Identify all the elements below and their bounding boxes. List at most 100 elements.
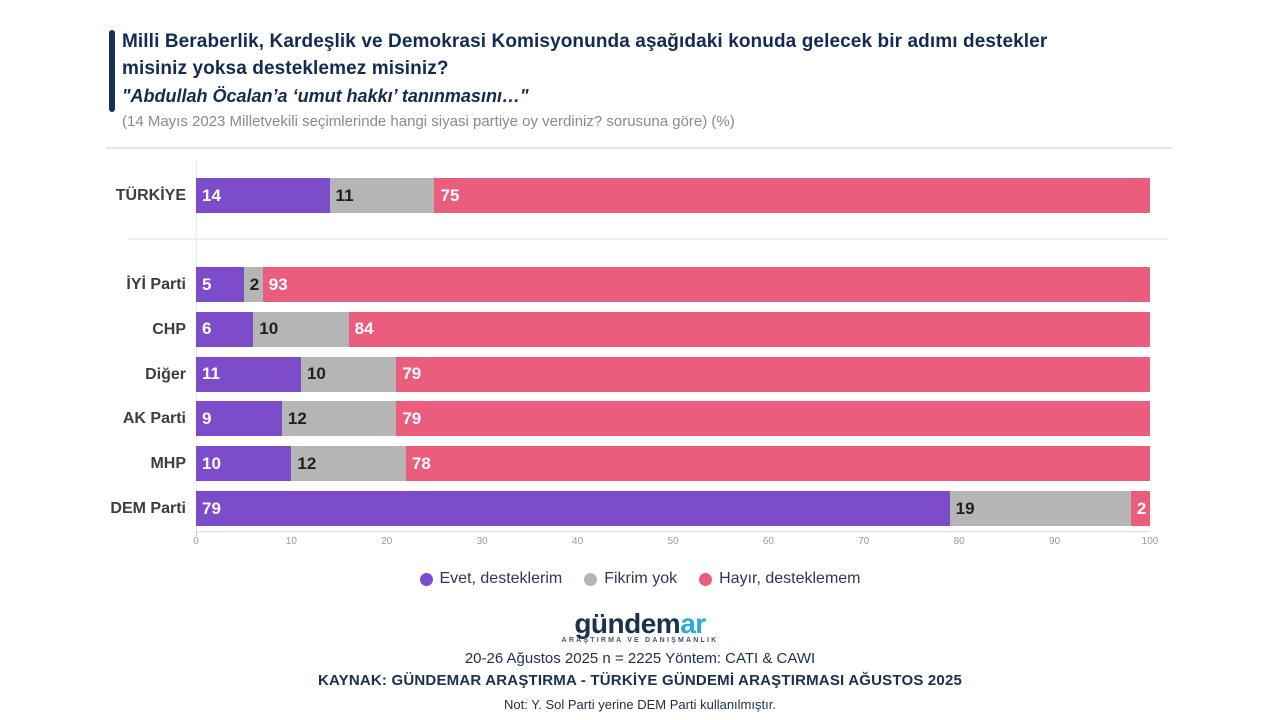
gundemar-logo: gündemar: [0, 608, 1280, 640]
chart-row: İYİ Parti 5 2 93: [0, 267, 1280, 302]
bar-value-label: 79: [402, 364, 422, 384]
bar-segment: 10: [196, 446, 292, 482]
legend-item-fikrim-yok: Fikrim yok: [584, 570, 677, 588]
legend-item-evet: Evet, desteklerim: [419, 570, 563, 588]
bar-value-label: 10: [259, 319, 279, 339]
row-label: CHP: [152, 320, 186, 338]
row-label: MHP: [150, 455, 186, 473]
legend-dot-gray-icon: [584, 572, 598, 586]
row-label: DEM Parti: [110, 500, 186, 517]
x-tick-label: 70: [858, 536, 870, 547]
bar-value-label: 9: [202, 408, 212, 428]
x-axis-zero-tick: [196, 531, 197, 536]
x-tick-label: 20: [381, 536, 393, 547]
row-track: 10 12 78: [196, 446, 1150, 482]
x-tick-label: 90: [1049, 536, 1061, 547]
bar-segment: 14: [196, 178, 330, 213]
x-axis-line: [196, 531, 1150, 532]
bar-segment: 78: [405, 446, 1150, 482]
bar-segment: 79: [196, 491, 950, 526]
x-tick-label: 40: [572, 536, 584, 547]
logo-text-primary: gündem: [574, 608, 681, 639]
x-tick-label: 80: [953, 536, 965, 547]
bar-segment: 9: [196, 401, 282, 437]
bar-segment: 79: [396, 401, 1150, 437]
bar-value-label: 75: [440, 185, 460, 205]
chart-row: MHP 10 12 78: [0, 446, 1280, 482]
source-text: KAYNAK: GÜNDEMAR ARAŞTIRMA - TÜRKİYE GÜN…: [317, 672, 963, 689]
methodology-text: 20-26 Ağustos 2025 n = 2225 Yöntem: CATI…: [464, 650, 816, 667]
x-tick-label: 30: [476, 536, 488, 547]
bar-segment: 93: [262, 267, 1150, 302]
x-tick-label: 10: [285, 536, 297, 547]
chart-row: DEM Parti 79 19 2: [0, 491, 1280, 526]
bar-segment: 84: [348, 311, 1150, 347]
bar-segment: 19: [949, 491, 1131, 526]
bar-segment: 5: [196, 267, 244, 302]
bar-segment: 75: [434, 178, 1150, 213]
bar-segment: 12: [281, 401, 397, 437]
bar-value-label: 6: [202, 319, 212, 339]
chart-row: CHP 6 10 84: [0, 311, 1280, 347]
bar-segment: 12: [291, 446, 406, 482]
legend-label-fikrim-yok: Fikrim yok: [604, 570, 678, 587]
bar-value-label: 84: [354, 319, 374, 339]
row-label: İYİ Parti: [126, 276, 186, 293]
legend-label-hayir: Hayır, desteklemem: [719, 570, 861, 587]
row-track: 14 11 75: [196, 178, 1150, 213]
bar-segment: 10: [300, 356, 397, 392]
bar-value-label: 2: [1136, 498, 1147, 518]
x-tick-label: 100: [1141, 536, 1159, 547]
bar-value-label: 12: [297, 453, 317, 473]
chart-title: Milli Beraberlik, Kardeşlik ve Demokrasi…: [122, 31, 1048, 79]
row-track: 11 10 79: [196, 356, 1150, 392]
chart-subtitle: "Abdullah Öcalan’a ‘umut hakkı’ tanınmas…: [122, 86, 529, 106]
bar-value-label: 14: [202, 185, 221, 205]
bar-value-label: 10: [202, 453, 221, 473]
chart-row: TÜRKİYE 14 11 75: [0, 178, 1280, 213]
row-label: AK Parti: [122, 410, 186, 428]
logo-text-accent: ar: [680, 608, 706, 639]
x-tick-label: 0: [193, 536, 199, 547]
bar-segment: 11: [329, 178, 435, 213]
x-axis: 0 10 20 30 40 50 60 70 80 90 100: [0, 536, 1280, 550]
bar-segment: 2: [243, 267, 263, 302]
x-tick-label: 50: [667, 536, 679, 547]
bar-value-label: 78: [411, 453, 431, 473]
chart-legend: Evet, desteklerim Fikrim yok Hayır, dest…: [0, 570, 1280, 588]
bar-value-label: 19: [955, 498, 975, 518]
title-accent-bar: [109, 30, 115, 112]
bar-value-label: 2: [249, 274, 260, 294]
bar-segment: 11: [196, 356, 301, 392]
bar-value-label: 11: [202, 364, 220, 384]
legend-label-evet: Evet, desteklerim: [439, 570, 563, 587]
bar-segment: 10: [253, 311, 349, 347]
header-divider: [106, 147, 1172, 149]
bar-segment: 2: [1130, 491, 1150, 526]
chart-question-note: (14 Mayıs 2023 Milletvekili seçimlerinde…: [122, 113, 735, 130]
legend-dot-purple-icon: [419, 572, 433, 586]
bar-value-label: 10: [306, 364, 326, 384]
chart-row: AK Parti 9 12 79: [0, 401, 1280, 437]
row-label: Diğer: [145, 365, 186, 383]
bar-value-label: 79: [202, 498, 221, 518]
bar-value-label: 12: [287, 408, 307, 428]
bar-value-label: 79: [402, 408, 422, 428]
bar-segment: 6: [196, 311, 254, 347]
row-track: 79 19 2: [196, 491, 1150, 526]
legend-dot-pink-icon: [699, 572, 713, 586]
bar-value-label: 11: [335, 185, 354, 205]
footer-note: Not: Y. Sol Parti yerine DEM Parti kulla…: [504, 697, 776, 712]
bar-value-label: 5: [202, 274, 212, 294]
bar-value-label: 93: [268, 274, 288, 294]
row-label: TÜRKİYE: [115, 187, 186, 204]
row-track: 6 10 84: [196, 311, 1150, 347]
row-track: 9 12 79: [196, 401, 1150, 437]
logo-subtext: ARAŞTIRMA VE DANIŞMANLIK: [561, 637, 719, 644]
x-tick-label: 60: [762, 536, 774, 547]
turkiye-group-divider: [128, 238, 1168, 240]
legend-item-hayir: Hayır, desteklemem: [699, 570, 861, 588]
bar-segment: 79: [396, 356, 1150, 392]
chart-row: Diğer 11 10 79: [0, 356, 1280, 392]
